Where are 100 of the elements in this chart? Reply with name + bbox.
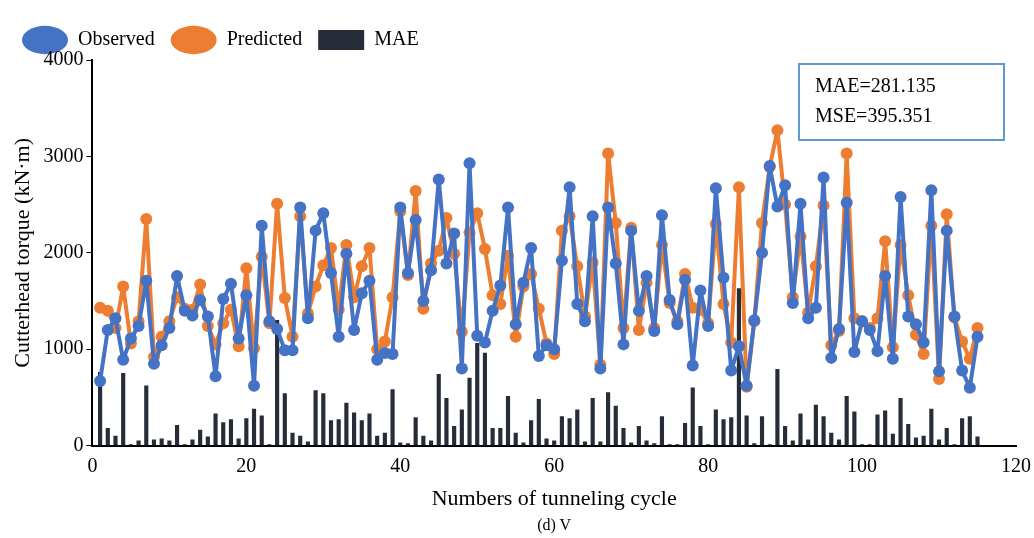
bar (852, 411, 857, 446)
y-tick-label: 1000 (43, 336, 84, 359)
x-tick-label: 100 (847, 453, 878, 476)
x-tick-label: 60 (544, 453, 565, 476)
bar (513, 432, 518, 446)
bar (936, 439, 942, 446)
bar (251, 408, 257, 446)
bar (967, 416, 972, 446)
bar (729, 417, 734, 446)
y-tick-label: 3000 (43, 143, 84, 166)
bar (906, 424, 911, 446)
bar (621, 427, 626, 446)
bar (929, 408, 934, 446)
y-tick-label: 4000 (43, 47, 84, 70)
bar (806, 439, 811, 446)
bar (829, 432, 834, 446)
bar (944, 427, 949, 446)
bar (190, 439, 195, 446)
x-tick-label: 40 (390, 453, 411, 476)
bar (313, 390, 318, 446)
bar (167, 440, 172, 446)
bar (259, 415, 264, 446)
bar (975, 436, 980, 446)
bar (644, 440, 649, 446)
bar (482, 352, 488, 446)
bar (890, 433, 895, 446)
bar (813, 404, 818, 446)
bar (198, 429, 203, 446)
bar (521, 442, 526, 446)
bar (844, 396, 849, 446)
bar (567, 418, 572, 446)
bar (582, 441, 588, 446)
bar (960, 418, 965, 446)
bar (305, 441, 310, 446)
bar (598, 441, 603, 446)
bar (113, 435, 118, 446)
bar (629, 442, 634, 446)
bar (490, 427, 495, 446)
bar (536, 399, 541, 446)
bar (659, 416, 665, 446)
bar (228, 419, 234, 446)
bar (690, 387, 695, 446)
bar (359, 420, 364, 446)
legend-label: MAE (374, 27, 419, 50)
x-axis-title: Numbers of tunneling cycle (431, 484, 677, 510)
bar (413, 417, 418, 446)
bar (382, 432, 387, 446)
bar (328, 420, 334, 446)
bar (436, 373, 441, 446)
x-tick-label: 0 (87, 453, 98, 476)
legend-label: Predicted (226, 27, 303, 50)
bar (875, 414, 880, 446)
y-axis-title: Cutterhead torque (kN·m) (8, 137, 34, 368)
bar (790, 440, 795, 446)
bar (498, 427, 503, 446)
bar (883, 410, 888, 446)
bar (452, 425, 457, 446)
annotation: MSE=395.351 (815, 104, 933, 127)
bar (444, 398, 449, 446)
bar (428, 440, 434, 446)
bar (290, 432, 295, 446)
bar (221, 422, 226, 446)
bar (575, 409, 580, 446)
bar (544, 438, 549, 446)
bar (144, 385, 149, 446)
bar (898, 398, 903, 446)
bar (529, 420, 534, 446)
bar (590, 398, 595, 446)
legend-label: Observed (78, 27, 155, 50)
x-tick-label: 120 (1001, 453, 1031, 476)
bar (390, 389, 395, 446)
bar (174, 425, 180, 446)
bar (282, 393, 287, 446)
bar (559, 416, 564, 446)
bar (783, 425, 788, 446)
bar (151, 439, 157, 446)
bar (552, 440, 557, 446)
bar (698, 425, 703, 446)
bar (636, 425, 641, 446)
bar (105, 427, 110, 446)
bar (682, 423, 688, 446)
bar (367, 413, 372, 446)
y-tick-label: 0 (73, 432, 84, 455)
bar (744, 415, 749, 446)
bar (721, 419, 726, 446)
bar (136, 440, 141, 446)
text: (d) V (537, 516, 572, 535)
bar (713, 409, 718, 446)
y-tick-label: 2000 (43, 240, 84, 263)
bar (344, 402, 349, 446)
bar (759, 416, 765, 446)
annotation: MAE=281.135 (815, 74, 936, 97)
bar (798, 413, 803, 446)
bar (775, 369, 780, 446)
bar (352, 412, 357, 446)
bar (613, 405, 618, 446)
bar (505, 396, 511, 446)
bar (836, 439, 842, 446)
bar (459, 409, 464, 446)
x-tick-label: 80 (698, 453, 719, 476)
